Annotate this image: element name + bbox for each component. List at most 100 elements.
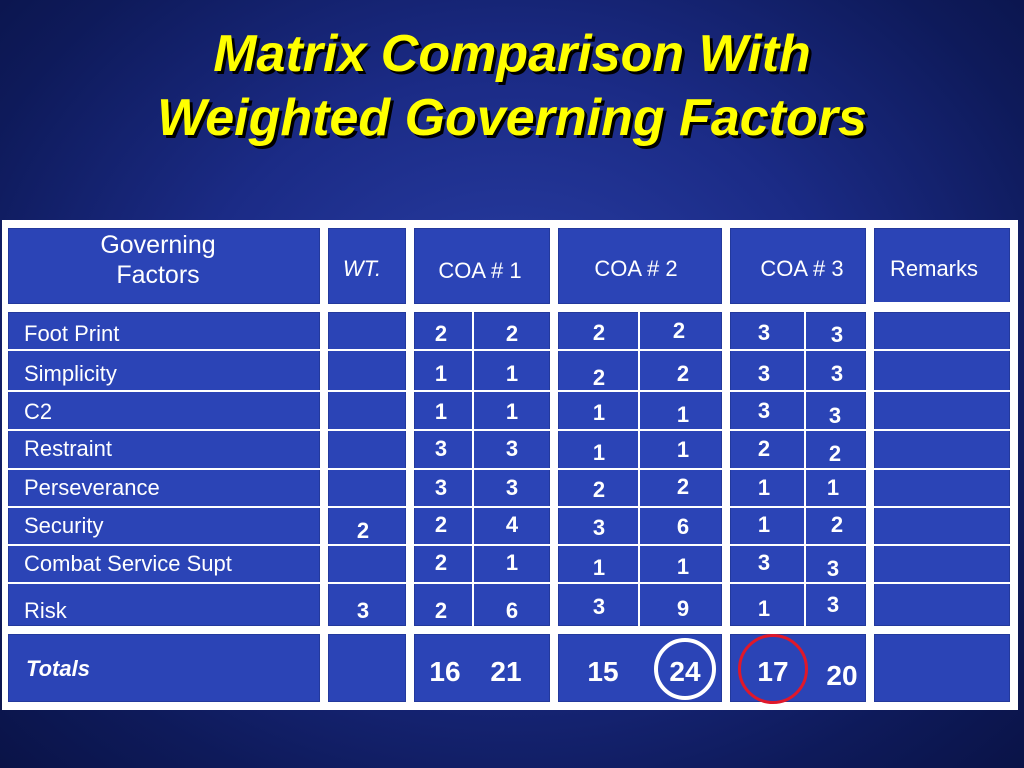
- coa2-score: 3: [592, 515, 606, 540]
- coa2-score: 2: [592, 365, 606, 390]
- coa3-score: 2: [757, 436, 771, 461]
- coa2-weighted: 2: [676, 361, 690, 386]
- row-divider: [8, 429, 1010, 431]
- factor-restraint: Restraint: [24, 436, 113, 461]
- highlight-circle-red: [738, 634, 808, 704]
- header-wt: WT.: [342, 256, 382, 281]
- row-divider: [8, 468, 1010, 470]
- coa3-score: 3: [757, 320, 771, 345]
- header-factors-line-2: Factors: [116, 261, 200, 289]
- coa1-total-weighted: 21: [490, 656, 522, 687]
- coa1-weighted: 1: [505, 550, 519, 575]
- coa3-score: 3: [757, 398, 771, 423]
- matrix-table: Governing Factors WT. COA # 1 COA # 2 CO…: [2, 220, 1018, 710]
- coa2-score: 2: [592, 477, 606, 502]
- factor-security: Security: [24, 513, 104, 538]
- totals-label: Totals: [26, 656, 90, 681]
- title-line-1: Matrix Comparison With: [213, 25, 811, 83]
- coa1-score: 3: [434, 475, 448, 500]
- row-divider: [8, 390, 1010, 392]
- coa2-weighted: 2: [672, 318, 686, 343]
- coa1-score: 2: [434, 598, 448, 623]
- coa1-score: 1: [434, 399, 448, 424]
- factor-perseverance: Perseverance: [24, 475, 160, 500]
- coa3-weighted: 2: [830, 512, 844, 537]
- coa1-score: 1: [434, 361, 448, 386]
- row-divider: [8, 582, 1010, 584]
- coa2-total-score: 15: [587, 656, 619, 687]
- header-cell-factors: [8, 228, 320, 304]
- header-coa3: COA # 3: [760, 256, 844, 281]
- totals-cell-coa1: [414, 634, 550, 702]
- coa3-total-weighted: 20: [826, 660, 858, 691]
- header-cell-coa3: [730, 228, 866, 304]
- coa1-weighted: 3: [505, 436, 519, 461]
- header-cell-wt: [328, 228, 406, 304]
- totals-cell-remarks: [874, 634, 1010, 702]
- coa1-score: 3: [434, 436, 448, 461]
- coa3-split: [804, 312, 806, 626]
- coa1-weighted: 6: [505, 598, 519, 623]
- coa2-weighted: 1: [676, 437, 690, 462]
- header-cell-coa1: [414, 228, 550, 304]
- header-governing-factors: Governing Factors: [8, 230, 308, 290]
- totals-cell-label: [8, 634, 320, 702]
- coa2-weighted: 6: [676, 514, 690, 539]
- coa1-weighted: 1: [505, 399, 519, 424]
- slide-title: Matrix Comparison With Weighted Governin…: [0, 22, 1024, 150]
- coa3-score: 1: [757, 512, 771, 537]
- coa2-split: [638, 312, 640, 626]
- coa3-total-score: 17: [757, 656, 789, 687]
- coa1-split: [472, 312, 474, 626]
- factor-combat-service-supt: Combat Service Supt: [24, 551, 232, 576]
- row-divider: [8, 349, 1010, 351]
- remarks-bottom-line: [874, 626, 1010, 628]
- coa3-weighted: 3: [828, 403, 842, 428]
- coa2-score: 1: [592, 400, 606, 425]
- coa3-score: 1: [757, 596, 771, 621]
- factor-risk: Risk: [24, 598, 67, 623]
- header-cell-coa2: [558, 228, 722, 304]
- title-line-2: Weighted Governing Factors: [157, 89, 867, 147]
- coa3-weighted: 1: [826, 475, 840, 500]
- coa2-score: 2: [592, 320, 606, 345]
- coa1-weighted: 4: [505, 512, 519, 537]
- coa1-score: 2: [434, 321, 448, 346]
- coa3-weighted: 3: [830, 361, 844, 386]
- coa2-weighted: 1: [676, 402, 690, 427]
- factor-c2: C2: [24, 399, 53, 424]
- wt-security: 2: [356, 518, 370, 543]
- coa3-weighted: 3: [830, 322, 844, 347]
- highlight-circle-white: [654, 638, 716, 700]
- row-divider: [8, 506, 1010, 508]
- coa2-score: 1: [592, 440, 606, 465]
- coa1-weighted: 2: [505, 321, 519, 346]
- coa1-score: 2: [434, 550, 448, 575]
- coa2-weighted: 1: [676, 554, 690, 579]
- coa1-weighted: 1: [505, 361, 519, 386]
- coa2-weighted: 2: [676, 474, 690, 499]
- coa3-weighted: 3: [826, 592, 840, 617]
- coa3-weighted: 3: [826, 556, 840, 581]
- coa2-score: 1: [592, 555, 606, 580]
- wt-risk: 3: [356, 598, 370, 623]
- header-remarks: Remarks: [890, 256, 979, 281]
- coa1-weighted: 3: [505, 475, 519, 500]
- coa3-score: 1: [757, 475, 771, 500]
- factor-simplicity: Simplicity: [24, 361, 117, 386]
- coa2-total-weighted: 24: [669, 656, 701, 687]
- header-coa2: COA # 2: [594, 256, 678, 281]
- factor-foot-print: Foot Print: [24, 321, 120, 346]
- totals-cell-wt: [328, 634, 406, 702]
- header-cell-remarks: [874, 228, 1010, 304]
- coa2-score: 3: [592, 594, 606, 619]
- coa1-score: 2: [434, 512, 448, 537]
- header-factors-line-1: Governing: [100, 231, 216, 259]
- row-divider: [8, 544, 1010, 546]
- header-underline: [874, 302, 1010, 304]
- coa3-score: 3: [757, 361, 771, 386]
- coa1-total-score: 16: [429, 656, 461, 687]
- coa3-weighted: 2: [828, 441, 842, 466]
- coa2-weighted: 9: [676, 596, 690, 621]
- coa3-score: 3: [757, 550, 771, 575]
